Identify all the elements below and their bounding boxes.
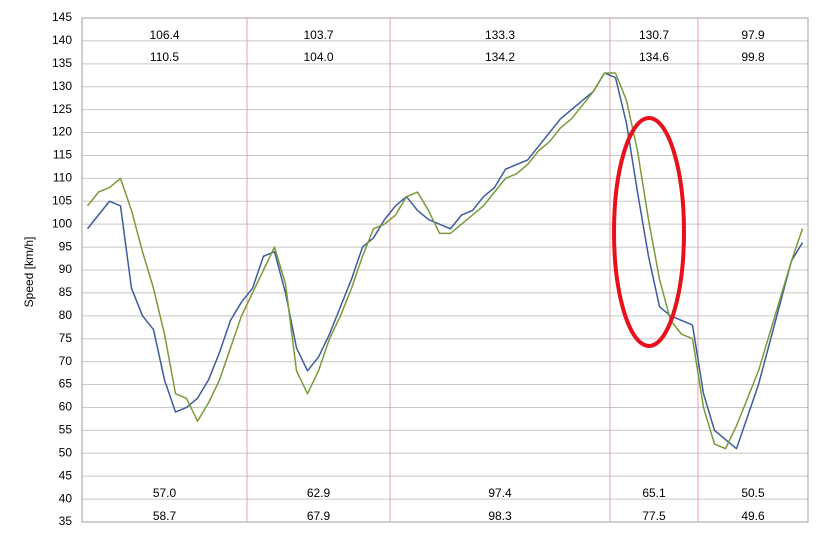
y-tick-label: 40 — [59, 491, 73, 505]
y-tick-label: 145 — [52, 10, 72, 24]
speed-line — [251, 219, 386, 372]
sector-max-label: 130.7 — [639, 28, 669, 42]
y-tick-label: 120 — [52, 125, 72, 139]
sector-max-label: 104.0 — [303, 50, 333, 64]
sector-max-label: 133.3 — [485, 28, 515, 42]
speed-line — [86, 200, 243, 413]
speed-line — [251, 223, 385, 395]
sector-min-label: 49.6 — [741, 509, 765, 523]
sector-max-label: 134.6 — [639, 50, 669, 64]
y-tick-label: 95 — [59, 239, 73, 253]
sector-max-label: 110.5 — [150, 50, 179, 64]
y-tick-label: 90 — [59, 262, 73, 276]
y-tick-label: 75 — [59, 331, 73, 345]
y-tick-label: 125 — [52, 102, 72, 116]
sector-min-label: 58.7 — [153, 509, 177, 523]
sector-min-label: 50.5 — [741, 486, 765, 500]
sector-min-label: 57.0 — [153, 486, 177, 500]
y-tick-label: 80 — [59, 308, 73, 322]
highlight-ellipse — [612, 116, 686, 348]
line-connector — [383, 205, 397, 221]
y-tick-label: 45 — [59, 468, 73, 482]
sector-max-label: 97.9 — [741, 28, 765, 42]
y-tick-label: 60 — [59, 400, 73, 414]
y-tick-label: 55 — [59, 423, 73, 437]
y-tick-label: 65 — [59, 377, 73, 391]
y-tick-label: 85 — [59, 285, 73, 299]
y-tick-label: 140 — [52, 33, 72, 47]
sector-min-label: 67.9 — [307, 509, 331, 523]
plot-area: 35 40 45 50 55 60 65 70 75 80 85 90 95 100 105 110 115 12… — [52, 10, 809, 528]
speed-line — [395, 72, 606, 230]
sector-min-label: 98.3 — [488, 509, 512, 523]
y-tick-label: 115 — [53, 148, 72, 162]
line-connector — [240, 287, 254, 303]
line-connector — [604, 72, 616, 79]
sector-min-label: 77.5 — [642, 509, 666, 523]
y-tick-label: 70 — [59, 354, 73, 368]
sector-max-label: 134.2 — [485, 50, 515, 64]
plot-border — [81, 17, 809, 523]
y-tick-label: 110 — [53, 171, 72, 185]
sector-max-label: 103.7 — [303, 28, 333, 42]
speed-line — [394, 72, 606, 235]
y-tick-label: 130 — [52, 79, 72, 93]
speed-line — [614, 72, 693, 340]
speed-line — [86, 177, 243, 422]
y-tick-label: 35 — [59, 514, 73, 528]
y-tick-label: 105 — [52, 193, 72, 207]
sector-max-label: 106.4 — [149, 28, 179, 42]
speed-line — [614, 77, 693, 326]
sector-min-label: 97.4 — [488, 486, 512, 500]
y-tick-label: 100 — [52, 216, 72, 230]
y-axis-label: Speed [km/h] — [22, 237, 36, 308]
sector-max-label: 99.8 — [741, 50, 765, 64]
line-connector — [240, 292, 254, 317]
sector-min-label: 65.1 — [642, 486, 666, 500]
y-tick-label: 135 — [52, 56, 72, 70]
y-tick-label: 50 — [59, 445, 73, 459]
line-connector — [691, 338, 705, 408]
line-connector — [384, 214, 396, 225]
sector-min-label: 62.9 — [307, 486, 331, 500]
speed-line — [702, 228, 804, 450]
line-connector — [691, 324, 705, 394]
